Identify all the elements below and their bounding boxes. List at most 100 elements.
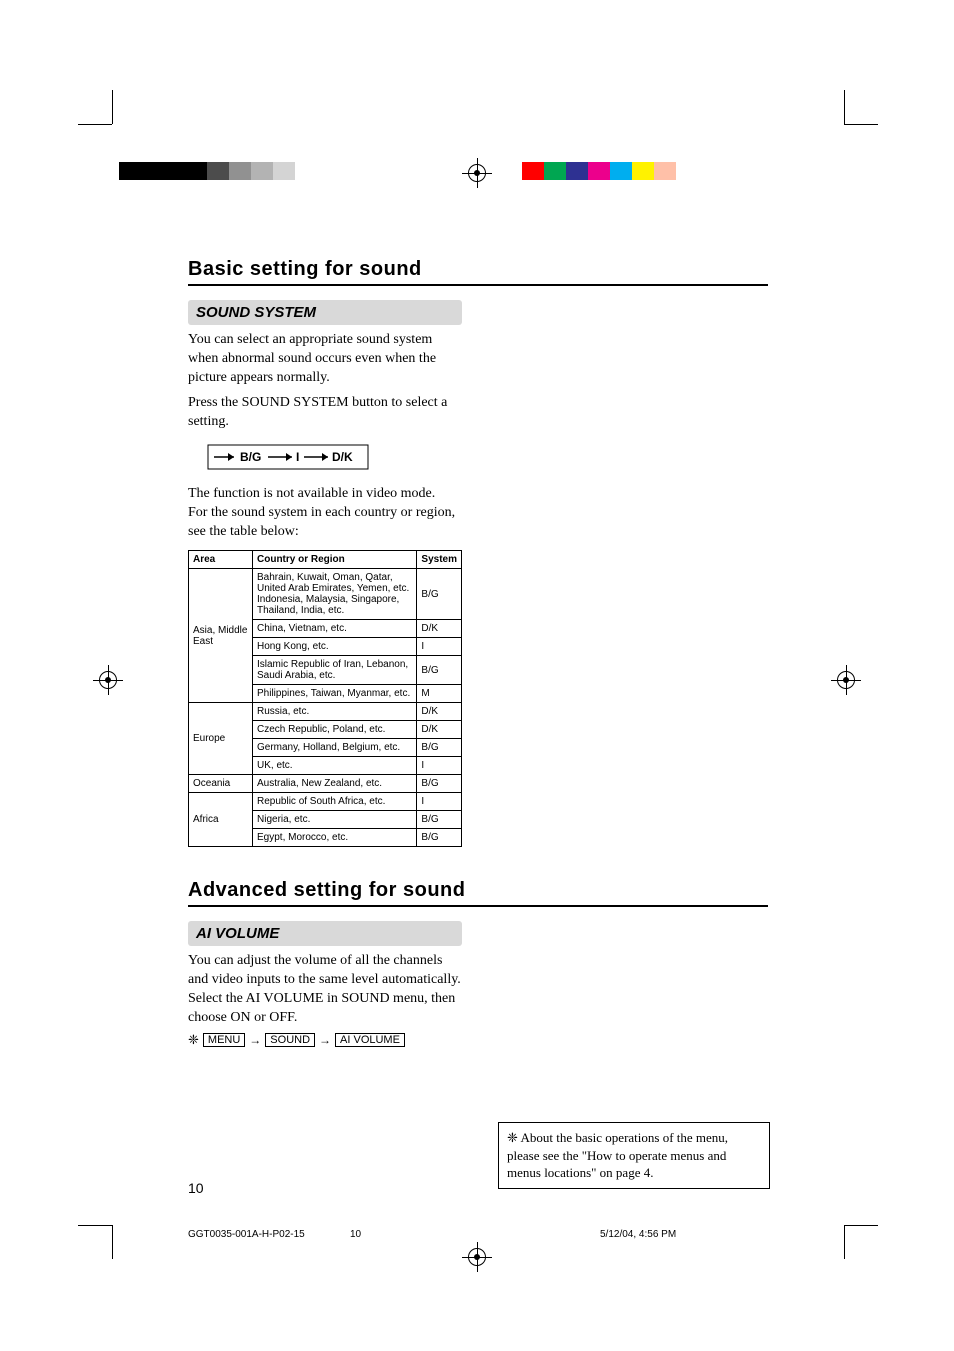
section-rule <box>188 905 768 907</box>
color-swatch <box>273 162 295 180</box>
table-cell-region: China, Vietnam, etc. <box>253 620 417 638</box>
paragraph: The function is not available in video m… <box>188 485 462 504</box>
paragraph: You can select an appropriate sound syst… <box>188 331 462 388</box>
table-row: Asia, Middle EastBahrain, Kuwait, Oman, … <box>189 569 462 620</box>
menu-step: SOUND <box>265 1033 315 1047</box>
table-cell-system: I <box>417 638 462 656</box>
table-cell-system: D/K <box>417 703 462 721</box>
table-cell-region: Islamic Republic of Iran, Lebanon, Saudi… <box>253 656 417 685</box>
color-swatch <box>207 162 229 180</box>
content-area: Basic setting for sound SOUND SYSTEM You… <box>188 258 768 1048</box>
reference-star-icon: ❈ <box>507 1130 518 1145</box>
section-title-basic: Basic setting for sound <box>188 258 768 281</box>
table-cell-area: Oceania <box>189 775 253 793</box>
flow-label-bg: B/G <box>240 450 261 464</box>
color-swatch <box>544 162 566 180</box>
sound-system-table: Area Country or Region System Asia, Midd… <box>188 550 462 847</box>
paragraph: Press the SOUND SYSTEM button to select … <box>188 394 462 432</box>
table-cell-system: B/G <box>417 656 462 685</box>
flow-label-i: I <box>296 450 299 464</box>
table-cell-region: Nigeria, etc. <box>253 811 417 829</box>
slug-date: 5/12/04, 4:56 PM <box>600 1229 676 1240</box>
registration-mark <box>474 170 480 176</box>
slug-file: GGT0035-001A-H-P02-15 <box>188 1229 305 1240</box>
table-cell-area: Africa <box>189 793 253 847</box>
table-cell-system: B/G <box>417 811 462 829</box>
table-cell-region: Germany, Holland, Belgium, etc. <box>253 739 417 757</box>
color-swatch <box>163 162 185 180</box>
table-cell-region: Bahrain, Kuwait, Oman, Qatar, United Ara… <box>253 569 417 620</box>
color-swatch <box>632 162 654 180</box>
color-swatch <box>295 162 317 180</box>
table-cell-region: Australia, New Zealand, etc. <box>253 775 417 793</box>
crop-mark <box>112 1225 113 1259</box>
crop-mark <box>844 1225 845 1259</box>
table-cell-system: B/G <box>417 775 462 793</box>
crop-mark <box>844 90 845 124</box>
crop-mark <box>844 1225 878 1226</box>
color-swatch <box>229 162 251 180</box>
color-swatch <box>588 162 610 180</box>
arrow-icon: → <box>319 1033 331 1047</box>
menu-step: MENU <box>203 1033 245 1047</box>
color-swatch <box>522 162 544 180</box>
table-row: OceaniaAustralia, New Zealand, etc.B/G <box>189 775 462 793</box>
page-number: 10 <box>188 1180 204 1196</box>
table-cell-system: D/K <box>417 620 462 638</box>
table-cell-system: I <box>417 793 462 811</box>
crop-mark <box>112 90 113 124</box>
table-cell-system: M <box>417 685 462 703</box>
crop-mark <box>78 124 112 125</box>
table-cell-system: B/G <box>417 829 462 847</box>
table-cell-region: Egypt, Morocco, etc. <box>253 829 417 847</box>
table-cell-system: B/G <box>417 569 462 620</box>
section-rule <box>188 284 768 286</box>
table-cell-system: D/K <box>417 721 462 739</box>
table-cell-region: Republic of South Africa, etc. <box>253 793 417 811</box>
color-swatch <box>610 162 632 180</box>
table-header-system: System <box>417 551 462 569</box>
table-cell-area: Europe <box>189 703 253 775</box>
color-swatch <box>654 162 676 180</box>
table-cell-system: B/G <box>417 739 462 757</box>
section-title-advanced: Advanced setting for sound <box>188 879 768 902</box>
slug-page: 10 <box>350 1229 361 1240</box>
subhead-ai-volume: AI VOLUME <box>188 921 462 946</box>
color-swatch <box>676 162 698 180</box>
color-swatch <box>251 162 273 180</box>
arrow-icon: → <box>249 1033 261 1047</box>
color-swatch <box>141 162 163 180</box>
document-page: Basic setting for sound SOUND SYSTEM You… <box>0 0 954 1351</box>
table-cell-region: Czech Republic, Poland, etc. <box>253 721 417 739</box>
paragraph: For the sound system in each country or … <box>188 504 462 542</box>
note-text: About the basic operations of the menu, … <box>507 1130 728 1180</box>
color-swatch <box>119 162 141 180</box>
table-cell-region: Russia, etc. <box>253 703 417 721</box>
reference-star-icon: ❈ <box>188 1032 199 1048</box>
crop-mark <box>844 124 878 125</box>
menu-step: AI VOLUME <box>335 1033 405 1047</box>
color-swatch <box>566 162 588 180</box>
sound-system-flow: B/G I D/K <box>188 441 388 473</box>
crop-mark <box>78 1225 112 1226</box>
table-row: EuropeRussia, etc.D/K <box>189 703 462 721</box>
flow-label-dk: D/K <box>332 450 353 464</box>
menu-path: ❈ MENU → SOUND → AI VOLUME <box>188 1032 768 1048</box>
menu-note-box: ❈ About the basic operations of the menu… <box>498 1122 770 1189</box>
color-bar-cmyk <box>522 162 698 180</box>
table-cell-system: I <box>417 757 462 775</box>
registration-mark <box>474 1254 480 1260</box>
table-header-area: Area <box>189 551 253 569</box>
table-row: AfricaRepublic of South Africa, etc.I <box>189 793 462 811</box>
subhead-sound-system: SOUND SYSTEM <box>188 300 462 325</box>
registration-mark <box>843 677 849 683</box>
table-cell-region: Philippines, Taiwan, Myanmar, etc. <box>253 685 417 703</box>
color-bar-grayscale <box>119 162 317 180</box>
table-cell-region: UK, etc. <box>253 757 417 775</box>
table-cell-region: Hong Kong, etc. <box>253 638 417 656</box>
table-header-region: Country or Region <box>253 551 417 569</box>
paragraph: You can adjust the volume of all the cha… <box>188 952 462 1028</box>
table-cell-area: Asia, Middle East <box>189 569 253 703</box>
registration-mark <box>105 677 111 683</box>
color-swatch <box>185 162 207 180</box>
